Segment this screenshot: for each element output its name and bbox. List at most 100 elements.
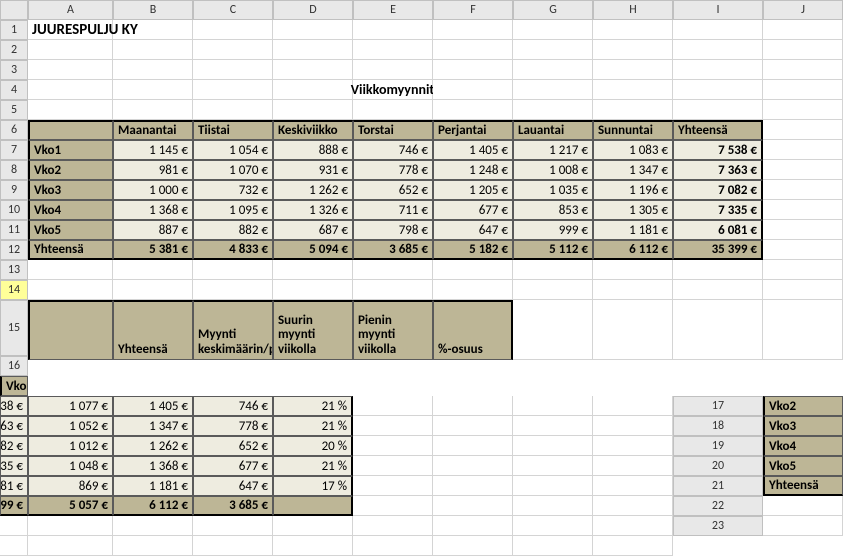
t2-total[interactable] (273, 496, 353, 516)
col-header[interactable]: E (353, 0, 433, 20)
cell[interactable] (513, 396, 593, 416)
row-header[interactable]: 15 (0, 300, 28, 356)
row-header[interactable]: 20 (673, 456, 763, 476)
t2-cell[interactable]: 1 077 € (28, 396, 113, 416)
t2-cell[interactable]: 21 % (273, 396, 353, 416)
row-header[interactable]: 7 (0, 140, 28, 160)
cell[interactable] (513, 20, 593, 40)
cell[interactable] (593, 20, 673, 40)
cell[interactable] (113, 516, 193, 536)
t1-cell[interactable]: 882 € (193, 220, 273, 240)
cell[interactable] (273, 516, 353, 536)
cell[interactable] (513, 80, 593, 100)
cell[interactable] (193, 516, 273, 536)
row-header[interactable]: 4 (0, 80, 28, 100)
t2-cell[interactable]: 1 012 € (28, 436, 113, 456)
cell[interactable] (273, 80, 353, 100)
cell[interactable] (193, 20, 273, 40)
cell[interactable] (113, 260, 193, 280)
cell[interactable] (513, 260, 593, 280)
cell[interactable] (763, 160, 843, 180)
cell[interactable] (593, 40, 673, 60)
cell[interactable] (28, 40, 113, 60)
cell[interactable] (763, 140, 843, 160)
cell[interactable] (28, 60, 113, 80)
cell[interactable] (593, 80, 673, 100)
t2-header[interactable]: Yhteensä (113, 300, 193, 360)
row-header[interactable]: 17 (673, 396, 763, 416)
col-header[interactable]: J (763, 0, 843, 20)
cell[interactable] (28, 260, 113, 280)
t2-cell[interactable]: 778 € (193, 416, 273, 436)
row-header[interactable]: 5 (0, 100, 28, 120)
cell[interactable] (673, 260, 763, 280)
t1-cell[interactable]: 1 205 € (433, 180, 513, 200)
cell[interactable] (763, 200, 843, 220)
cell[interactable] (193, 260, 273, 280)
cell[interactable] (433, 396, 513, 416)
cell[interactable] (113, 40, 193, 60)
cell[interactable] (433, 260, 513, 280)
cell[interactable] (113, 280, 193, 300)
t1-cell[interactable]: 888 € (273, 140, 353, 160)
cell[interactable] (193, 60, 273, 80)
t1-header[interactable]: Maanantai (113, 120, 193, 140)
row-header[interactable]: 11 (0, 220, 28, 240)
t1-cell[interactable]: 711 € (353, 200, 433, 220)
t2-cell[interactable]: 1 262 € (113, 436, 193, 456)
t1-cell[interactable]: 1 070 € (193, 160, 273, 180)
cell[interactable] (593, 536, 673, 556)
row-header[interactable]: 3 (0, 60, 28, 80)
col-header[interactable]: I (673, 0, 763, 20)
t1-row-label[interactable]: Vko4 (28, 200, 113, 220)
t1-cell[interactable]: 1 248 € (433, 160, 513, 180)
cell[interactable] (513, 536, 593, 556)
t1-total[interactable]: 4 833 € (193, 240, 273, 260)
cell[interactable] (513, 60, 593, 80)
t2-cell[interactable]: 21 % (273, 456, 353, 476)
t2-cell[interactable]: 652 € (193, 436, 273, 456)
t2-header[interactable]: Pienin myynti viikolla (353, 300, 433, 360)
cell[interactable] (113, 536, 193, 556)
t1-header[interactable]: Perjantai (433, 120, 513, 140)
t1-header[interactable]: Torstai (353, 120, 433, 140)
cell[interactable] (193, 40, 273, 60)
t2-header[interactable]: Myynti keskimäärin/päivä (193, 300, 273, 360)
cell[interactable] (433, 100, 513, 120)
cell[interactable] (433, 536, 513, 556)
t1-cell[interactable]: 887 € (113, 220, 193, 240)
cell[interactable] (273, 60, 353, 80)
t1-cell[interactable]: 853 € (513, 200, 593, 220)
t2-total-label[interactable]: Yhteensä (763, 476, 843, 496)
t2-row-label[interactable]: Vko1 (0, 376, 28, 396)
cell[interactable] (193, 280, 273, 300)
cell[interactable] (353, 476, 433, 496)
row-header[interactable]: 14 (0, 280, 28, 300)
t1-row-label[interactable]: Vko2 (28, 160, 113, 180)
cell[interactable] (433, 436, 513, 456)
cell[interactable] (28, 536, 113, 556)
cell[interactable] (513, 496, 593, 516)
t1-cell[interactable]: 652 € (353, 180, 433, 200)
cell[interactable] (353, 20, 433, 40)
t2-row-label[interactable]: Vko3 (763, 416, 843, 436)
t1-cell[interactable]: 1 347 € (593, 160, 673, 180)
t1-cell[interactable]: 798 € (353, 220, 433, 240)
cell[interactable] (433, 20, 513, 40)
cell[interactable] (763, 60, 843, 80)
cell[interactable] (353, 496, 433, 516)
t1-cell[interactable]: 999 € (513, 220, 593, 240)
t2-cell[interactable]: 677 € (193, 456, 273, 476)
cell[interactable] (763, 120, 843, 140)
t2-cell[interactable]: 746 € (193, 396, 273, 416)
cell[interactable] (273, 20, 353, 40)
cell[interactable] (763, 220, 843, 240)
row-header[interactable]: 18 (673, 416, 763, 436)
cell[interactable] (353, 456, 433, 476)
cell[interactable] (673, 20, 763, 40)
cell[interactable] (763, 300, 843, 360)
t2-total[interactable]: 5 057 € (28, 496, 113, 516)
col-header[interactable]: B (113, 0, 193, 20)
cell[interactable] (593, 496, 673, 516)
t1-cell[interactable]: 687 € (273, 220, 353, 240)
